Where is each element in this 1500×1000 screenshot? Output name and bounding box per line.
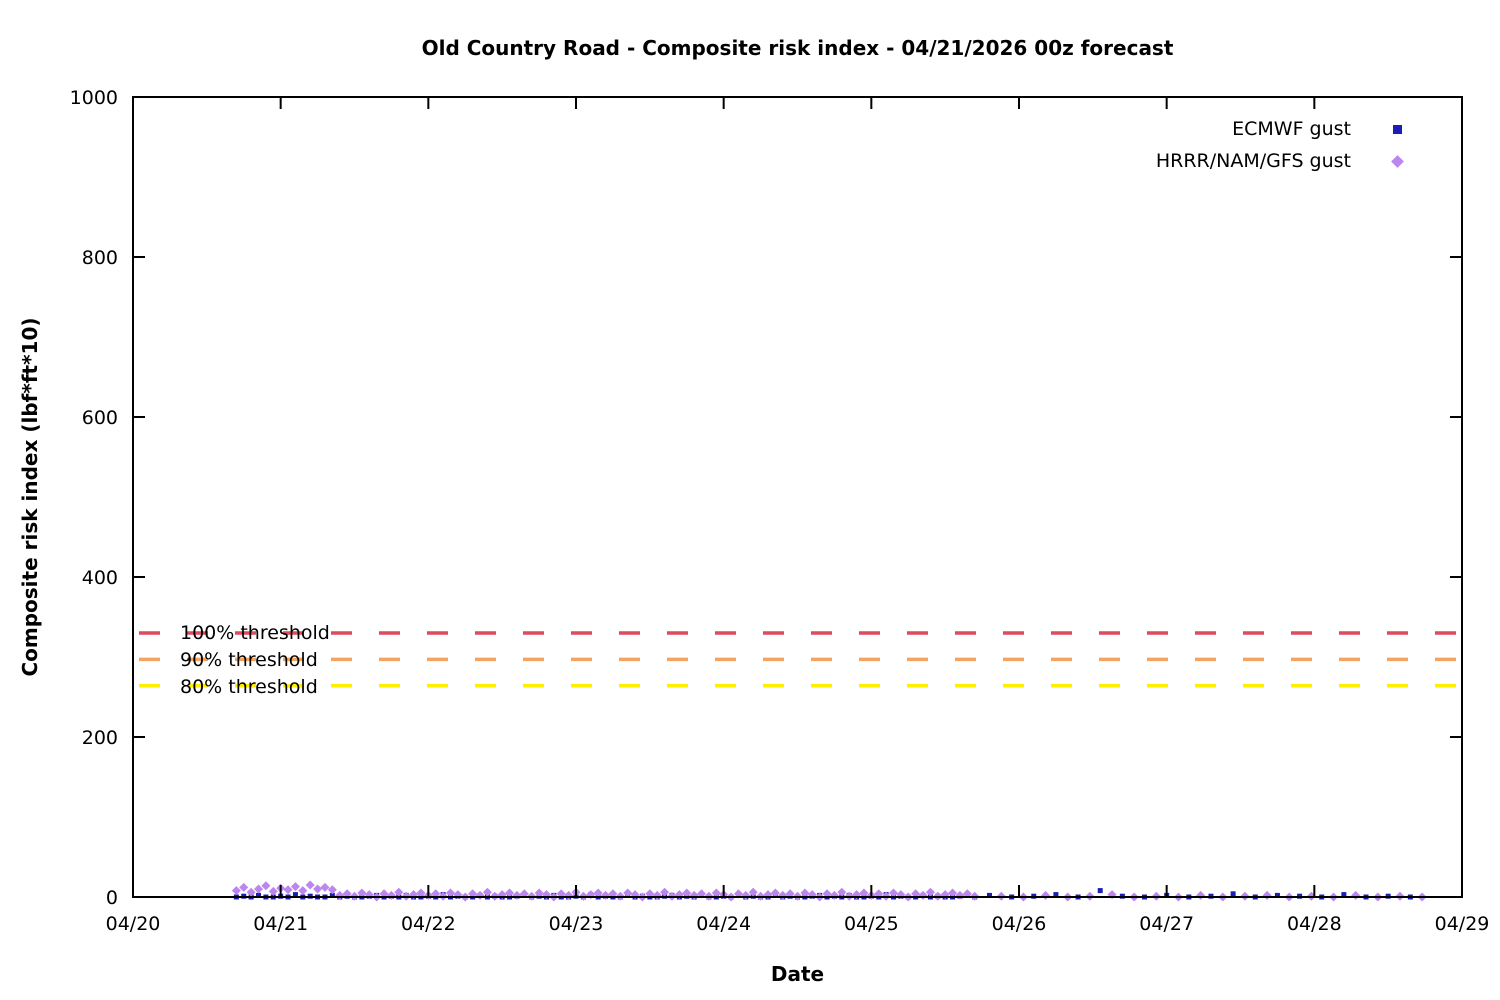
legend-item-ecmwf: ECMWF gust	[1156, 113, 1404, 145]
legend: ECMWF gust HRRR/NAM/GFS gust	[1156, 113, 1404, 177]
legend-label-ecmwf: ECMWF gust	[1232, 118, 1351, 140]
x-tick-label: 04/21	[253, 913, 308, 935]
x-tick-label: 04/27	[1139, 913, 1194, 935]
y-tick-label: 0	[106, 887, 118, 909]
x-tick-label: 04/28	[1287, 913, 1342, 935]
chart-title: Old Country Road - Composite risk index …	[421, 36, 1174, 60]
y-tick-label: 1000	[70, 87, 118, 109]
plot-border	[132, 96, 1463, 898]
y-tick-label: 200	[82, 727, 118, 749]
legend-marker-square-icon	[1393, 124, 1402, 134]
x-tick-label: 04/26	[992, 913, 1047, 935]
threshold-label-100: 100% threshold	[180, 622, 330, 644]
x-tick-label: 04/23	[549, 913, 604, 935]
x-tick-label: 04/20	[106, 913, 161, 935]
x-tick-label: 04/24	[696, 913, 751, 935]
x-tick-label: 04/29	[1435, 913, 1490, 935]
y-tick-label: 600	[82, 407, 118, 429]
legend-marker-diamond-icon	[1391, 154, 1404, 168]
y-tick-label: 400	[82, 567, 118, 589]
y-tick-label: 800	[82, 247, 118, 269]
x-tick-label: 04/25	[844, 913, 899, 935]
x-axis-title: Date	[770, 962, 825, 986]
threshold-label-80: 80% threshold	[180, 676, 318, 698]
legend-label-hrrr: HRRR/NAM/GFS gust	[1155, 150, 1351, 172]
threshold-label-90: 90% threshold	[180, 649, 318, 671]
x-tick-label: 04/22	[401, 913, 456, 935]
legend-item-hrrr: HRRR/NAM/GFS gust	[1156, 145, 1404, 177]
